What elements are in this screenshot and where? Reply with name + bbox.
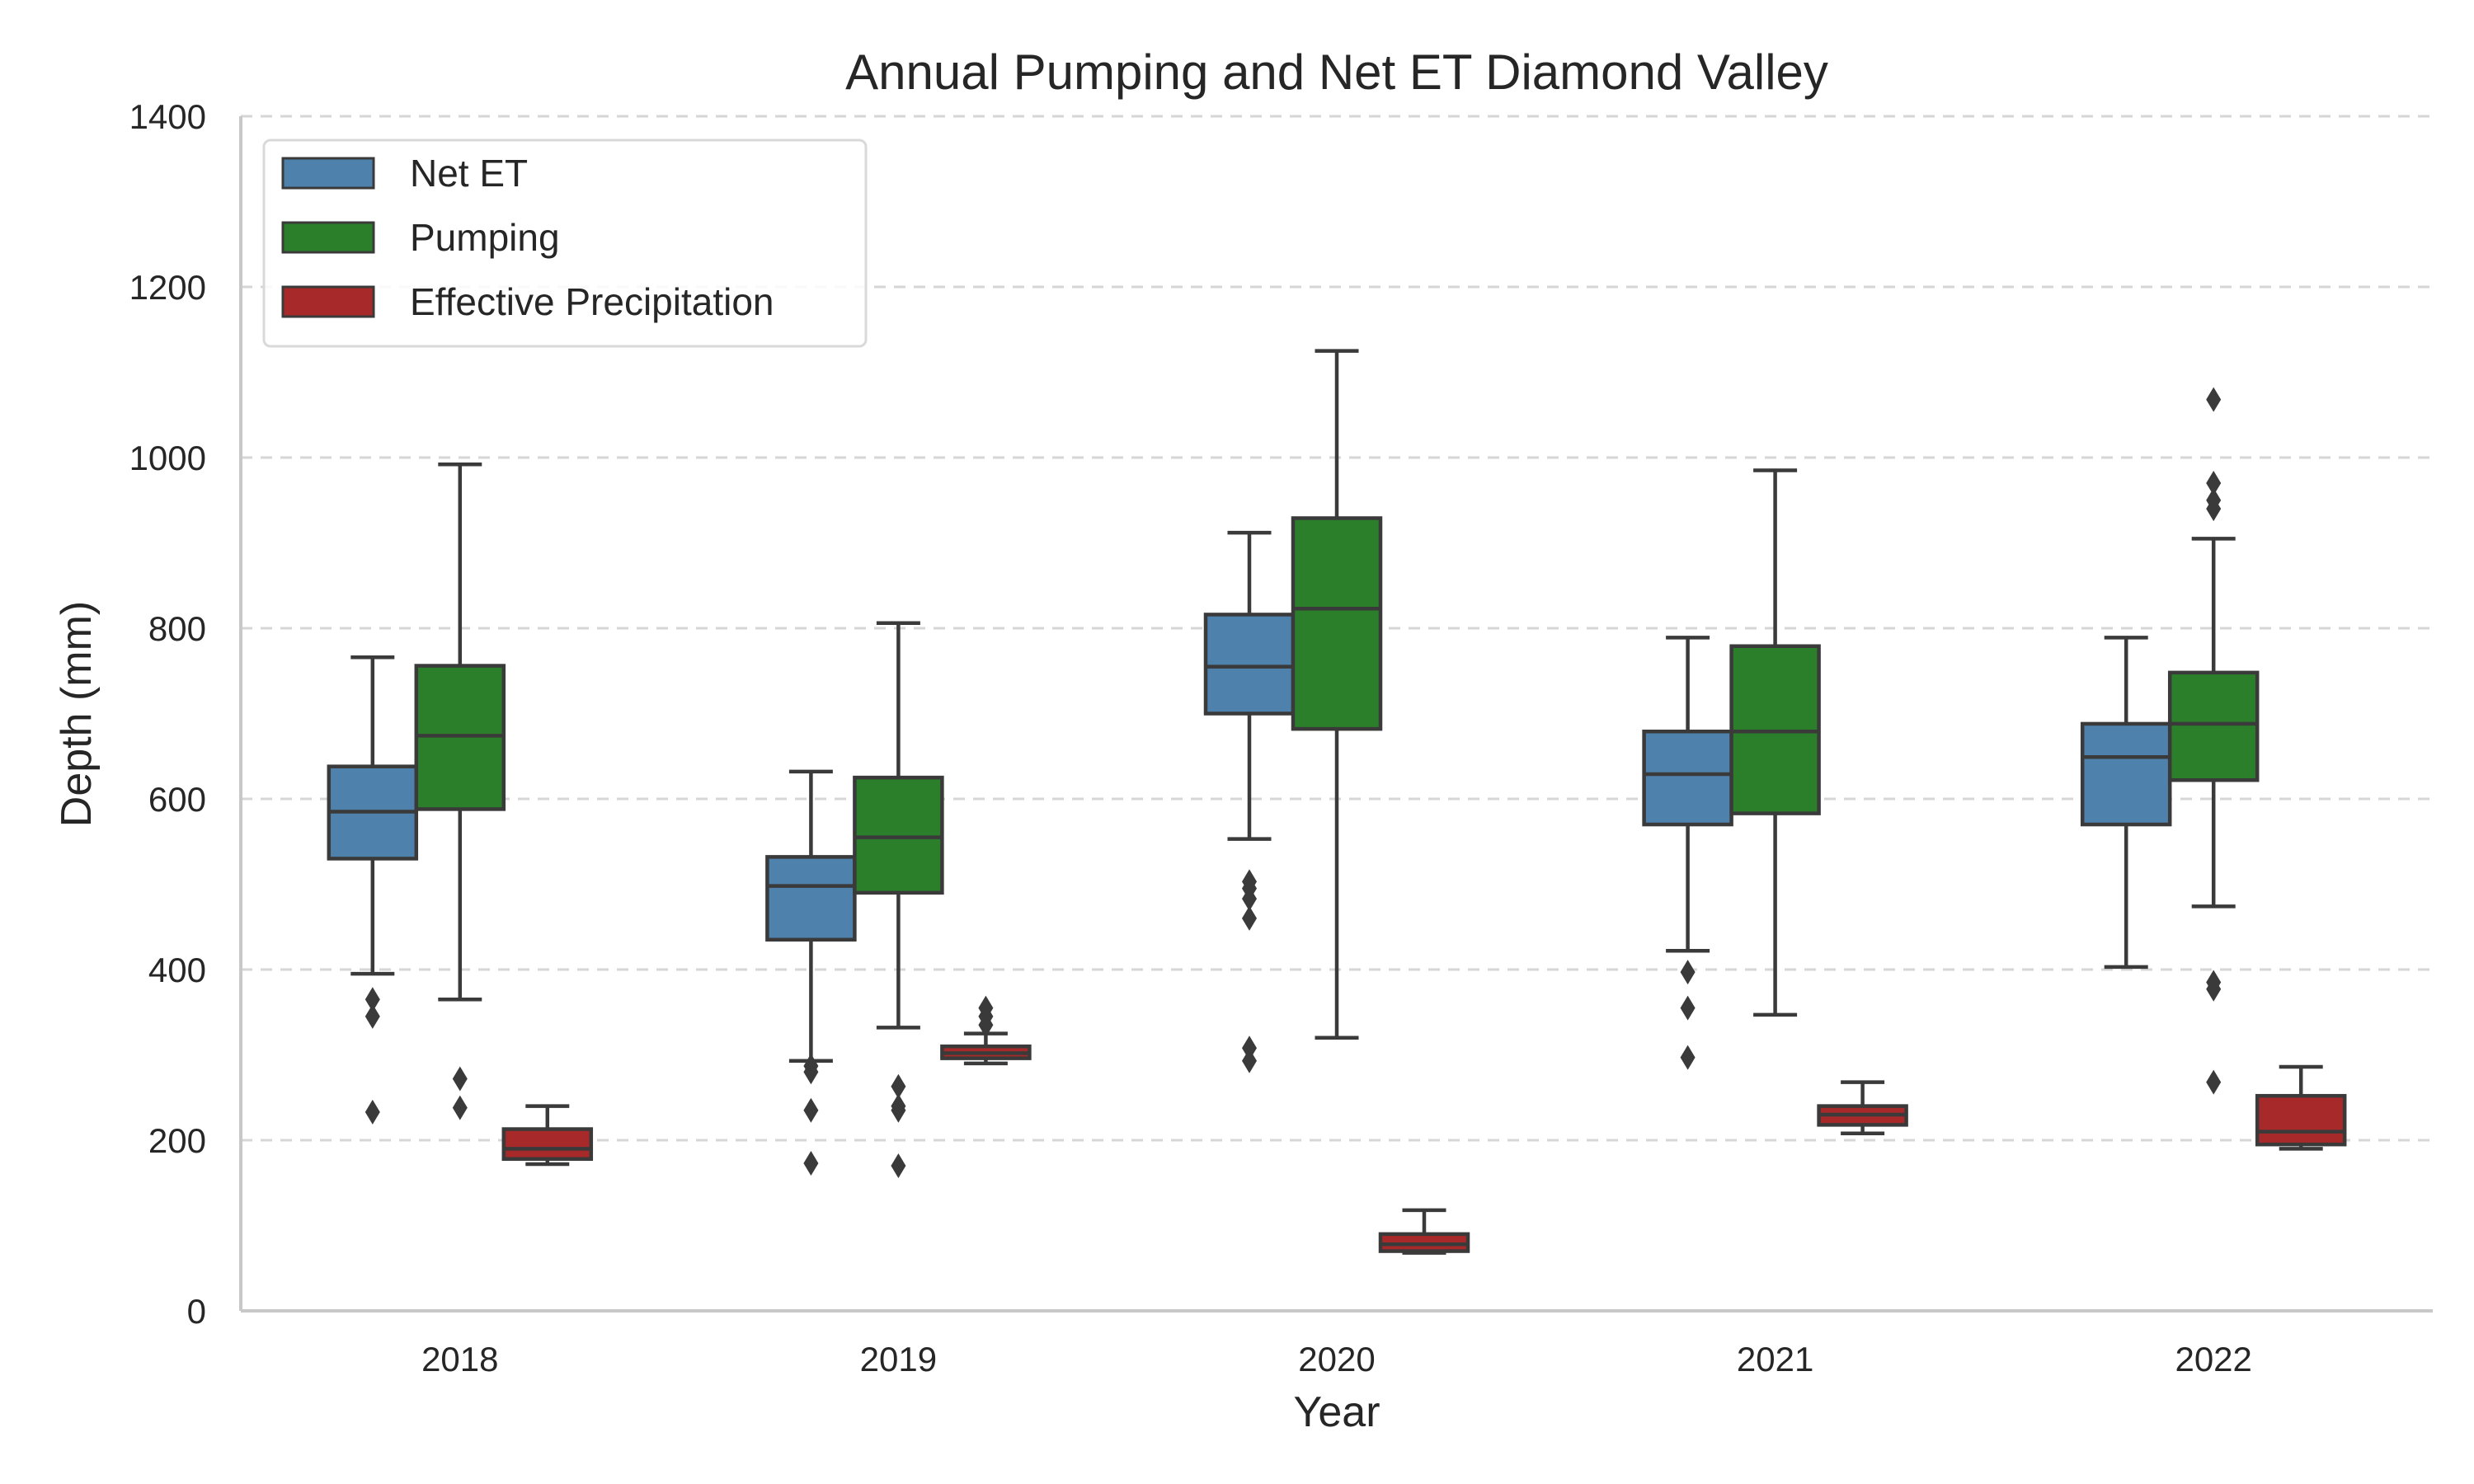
box-iqr	[2080, 721, 2172, 827]
x-tick-label: 2018	[421, 1340, 498, 1378]
box-effective-precipitation-2020	[1378, 1208, 1470, 1255]
outlier-point	[1242, 905, 1257, 931]
outlier-point	[365, 987, 380, 1012]
box-pumping-2021	[1729, 468, 1821, 1017]
outlier-point	[1680, 995, 1696, 1021]
box-pumping-2020	[1291, 349, 1383, 1040]
y-tick-label: 1200	[129, 268, 206, 307]
outlier-point	[365, 1099, 380, 1125]
y-axis-label: Depth (mm)	[53, 601, 101, 827]
outlier-point	[1242, 1048, 1257, 1073]
outlier-point	[2206, 496, 2222, 522]
outlier-point	[2206, 976, 2222, 1002]
outlier-point	[452, 1066, 468, 1092]
axes	[239, 116, 2433, 1313]
box-iqr	[2167, 670, 2260, 782]
box-net-et-2018	[327, 655, 419, 1125]
box-net-et-2019	[765, 769, 857, 1176]
y-tick-label: 1400	[129, 97, 206, 136]
box-net-et-2020	[1203, 530, 1296, 1073]
box-pumping-2022	[2167, 387, 2260, 1095]
box-net-et-2022	[2080, 636, 2172, 970]
outlier-point	[891, 1097, 906, 1123]
box-iqr	[501, 1127, 594, 1162]
legend: Net ET Pumping Effective Precipitation	[262, 139, 868, 348]
box-effective-precipitation-2021	[1817, 1080, 1908, 1135]
outlier-point	[452, 1095, 468, 1120]
outlier-point	[891, 1153, 906, 1179]
outlier-point	[2206, 1069, 2222, 1095]
box-iqr	[2255, 1093, 2347, 1147]
box-iqr	[1642, 729, 1733, 827]
outlier-point	[2206, 387, 2222, 412]
x-axis-label: Year	[1293, 1388, 1380, 1436]
outlier-point	[1242, 1036, 1257, 1061]
outlier-point	[1680, 1045, 1696, 1070]
y-tick-label: 0	[187, 1292, 206, 1331]
y-tick-label: 1000	[129, 439, 206, 477]
outlier-point	[803, 1059, 819, 1085]
legend-swatch	[281, 221, 375, 254]
outlier-point	[978, 1012, 994, 1038]
legend-label: Net ET	[410, 152, 528, 195]
outlier-point	[803, 1150, 819, 1176]
box-pumping-2018	[414, 463, 506, 1120]
box-iqr	[1291, 516, 1383, 731]
chart-title: Annual Pumping and Net ET Diamond Valley	[845, 45, 1828, 100]
y-tick-label: 800	[148, 609, 206, 648]
x-tick-label: 2019	[860, 1340, 937, 1378]
legend-frame	[262, 139, 868, 348]
x-tick-label: 2021	[1737, 1340, 1813, 1378]
box-iqr	[765, 855, 857, 942]
tick-labels: 0 200 400 600 800 1000 1200 1400 2018 2019 2020 202…	[129, 97, 2252, 1378]
box-effective-precipitation-2018	[501, 1104, 594, 1167]
outlier-point	[803, 1097, 819, 1123]
outlier-point	[2206, 471, 2222, 496]
box-net-et-2021	[1642, 636, 1733, 1070]
outlier-point	[1680, 960, 1696, 985]
legend-swatch	[281, 285, 375, 318]
box-pumping-2019	[853, 621, 944, 1179]
y-tick-label: 200	[148, 1121, 206, 1160]
legend-label: Pumping	[410, 216, 560, 259]
outlier-point	[1242, 886, 1257, 912]
box-iqr	[1203, 613, 1296, 716]
legend-label: Effective Precipitation	[410, 280, 774, 323]
legend-swatch	[281, 157, 375, 190]
y-tick-label: 600	[148, 780, 206, 819]
y-tick-label: 400	[148, 951, 206, 989]
boxes	[327, 349, 2347, 1255]
x-tick-label: 2022	[2175, 1340, 2251, 1378]
box-effective-precipitation-2022	[2255, 1064, 2347, 1151]
outlier-point	[365, 1003, 380, 1029]
box-effective-precipitation-2019	[940, 995, 1032, 1066]
outlier-point	[891, 1073, 906, 1099]
x-tick-label: 2020	[1298, 1340, 1375, 1378]
box-iqr	[853, 775, 944, 895]
